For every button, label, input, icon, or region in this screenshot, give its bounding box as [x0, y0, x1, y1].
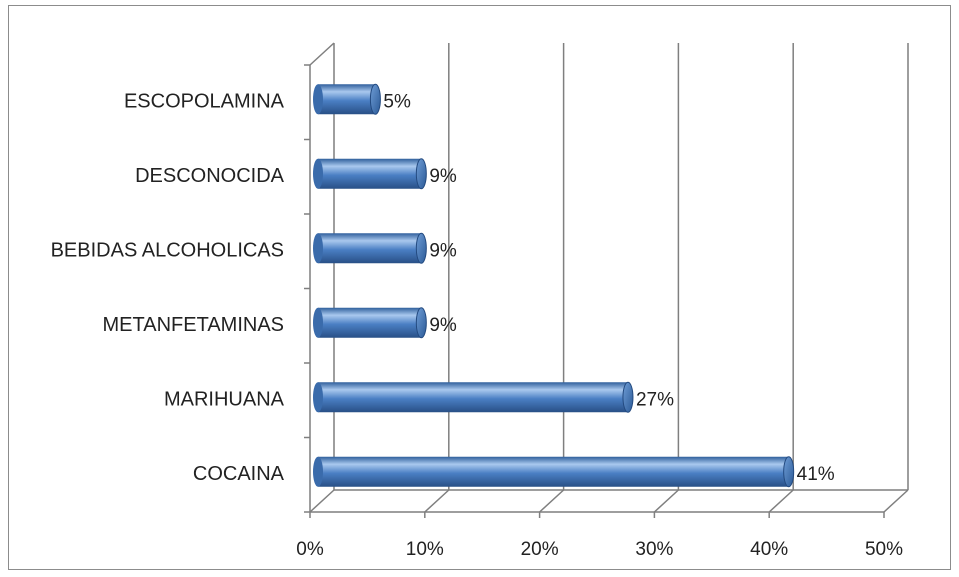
x-tick-label: 40% — [750, 539, 788, 560]
bar — [318, 158, 422, 189]
x-tick-label: 30% — [635, 539, 673, 560]
gridline-floor — [424, 489, 450, 513]
bar — [318, 84, 376, 115]
bar-end-cap — [783, 456, 795, 488]
category-label: DESCONOCIDA — [135, 165, 285, 187]
bar-left-cap — [313, 233, 323, 264]
data-label: 9% — [429, 315, 457, 336]
data-label: 27% — [636, 389, 674, 410]
x-tick-label: 0% — [296, 539, 324, 560]
data-label: 41% — [797, 464, 835, 485]
bar-left-cap — [313, 382, 323, 413]
labels: 41% COCAINA 27% MARIHUANA 9% METANFETAMINAS 9%… — [51, 90, 904, 560]
bar-left-cap — [313, 84, 323, 115]
category-label: COCAINA — [193, 463, 285, 485]
x-tick-label: 50% — [865, 539, 903, 560]
bar-left-cap — [313, 307, 323, 338]
gridline-floor — [653, 489, 679, 513]
category-label: ESCOPOLAMINA — [124, 90, 285, 112]
x-tick-label: 10% — [406, 539, 444, 560]
bar-end-cap — [415, 307, 427, 339]
bar-end-cap — [415, 158, 427, 190]
category-label: BEBIDAS ALCOHOLICAS — [51, 239, 284, 261]
bar-end-cap — [622, 381, 634, 413]
bars — [313, 83, 795, 488]
data-label: 9% — [429, 240, 457, 261]
x-tick-label: 20% — [521, 539, 559, 560]
category-label: METANFETAMINAS — [103, 314, 284, 336]
gridline-floor — [539, 489, 565, 513]
grid — [304, 42, 909, 518]
bar-left-cap — [313, 456, 323, 487]
bar-end-cap — [415, 232, 427, 264]
data-label: 5% — [383, 91, 411, 112]
y-axis-top-edge — [309, 42, 335, 66]
bar — [318, 382, 628, 413]
data-label: 9% — [429, 166, 457, 187]
bar — [318, 456, 789, 487]
gridline-floor — [768, 489, 794, 513]
bar — [318, 233, 422, 264]
bar-end-cap — [369, 83, 381, 115]
bar — [318, 307, 422, 338]
bar-left-cap — [313, 158, 323, 189]
category-label: MARIHUANA — [164, 388, 285, 410]
gridline-floor — [309, 489, 335, 513]
gridline-floor — [883, 489, 909, 513]
